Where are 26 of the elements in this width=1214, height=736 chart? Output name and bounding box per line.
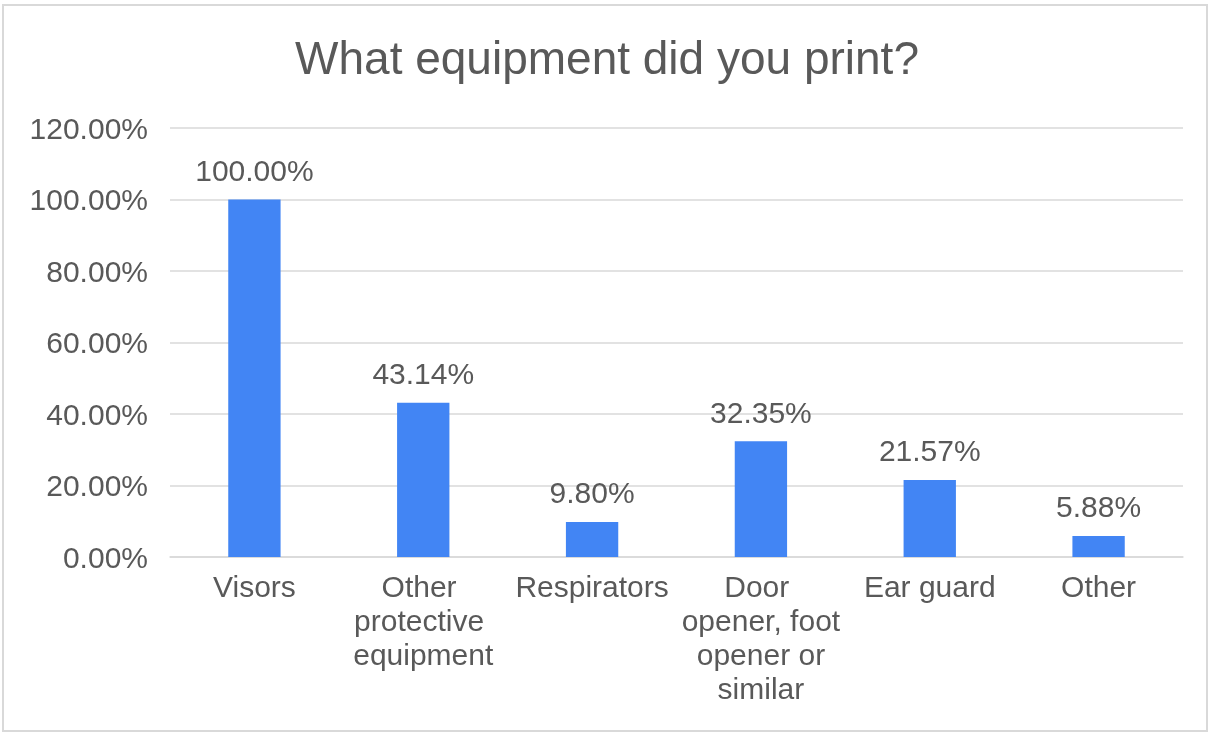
data-label: 21.57% (878, 434, 981, 468)
y-tick-label: 120.00% (29, 111, 148, 145)
bar (397, 402, 450, 557)
data-label: 100.00% (195, 154, 314, 187)
y-tick-label: 40.00% (46, 397, 148, 431)
y-tick-label: 80.00% (46, 254, 148, 288)
data-label: 43.14% (372, 357, 475, 391)
data-label: 5.88% (1056, 490, 1142, 524)
bar (565, 521, 619, 557)
y-tick-label: 20.00% (46, 469, 148, 502)
x-tick-label: Respirators (515, 569, 669, 603)
y-tick-label: 100.00% (29, 183, 148, 216)
x-tick-label: Ear guard (863, 569, 996, 603)
bar (734, 441, 788, 557)
x-tick-label: Other protective equipment (353, 569, 494, 671)
bar (1072, 535, 1125, 557)
bar (228, 199, 281, 557)
chart-title: What equipment did you print? (295, 32, 919, 84)
x-tick-label: Other (1061, 569, 1137, 603)
data-label: 9.80% (549, 476, 635, 510)
x-tick-label: Door opener, foot opener or similar (681, 569, 841, 705)
data-label: 32.35% (710, 395, 812, 429)
x-tick-label: Visors (213, 569, 296, 603)
y-tick-label: 60.00% (46, 326, 148, 359)
bar (903, 479, 956, 557)
y-tick-label: 0.00% (62, 540, 148, 574)
